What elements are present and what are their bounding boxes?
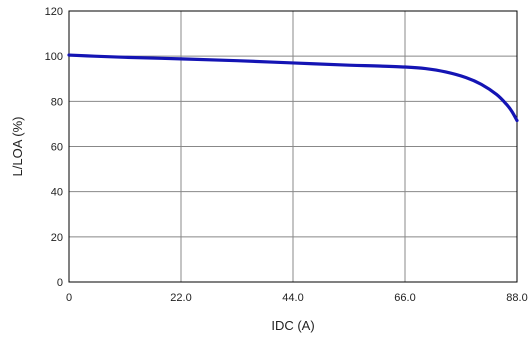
x-tick-label: 66.0 bbox=[394, 292, 415, 304]
plot-frame bbox=[68, 10, 518, 283]
y-tick-label: 0 bbox=[57, 277, 63, 289]
x-tick-label: 0 bbox=[66, 292, 72, 304]
x-tick-label: 44.0 bbox=[282, 292, 303, 304]
y-tick-label: 80 bbox=[51, 96, 63, 108]
x-tick-labels: 0 22.0 44.0 66.0 88.0 bbox=[66, 292, 528, 304]
series-layer bbox=[67, 53, 519, 123]
x-tick-label: 22.0 bbox=[170, 292, 191, 304]
y-tick-label: 20 bbox=[51, 232, 63, 244]
x-tick-label: 88.0 bbox=[506, 292, 527, 304]
y-tick-label: 120 bbox=[45, 6, 63, 18]
y-tick-label: 60 bbox=[51, 142, 63, 154]
y-tick-labels: 0 20 40 60 80 100 120 bbox=[45, 6, 63, 289]
y-axis-title: L/LOA (%) bbox=[10, 117, 25, 177]
x-axis-title: IDC (A) bbox=[271, 318, 314, 333]
y-tick-label: 100 bbox=[45, 51, 63, 63]
y-tick-label: 40 bbox=[51, 187, 63, 199]
grid-lines bbox=[68, 10, 518, 283]
series-line bbox=[67, 53, 519, 123]
